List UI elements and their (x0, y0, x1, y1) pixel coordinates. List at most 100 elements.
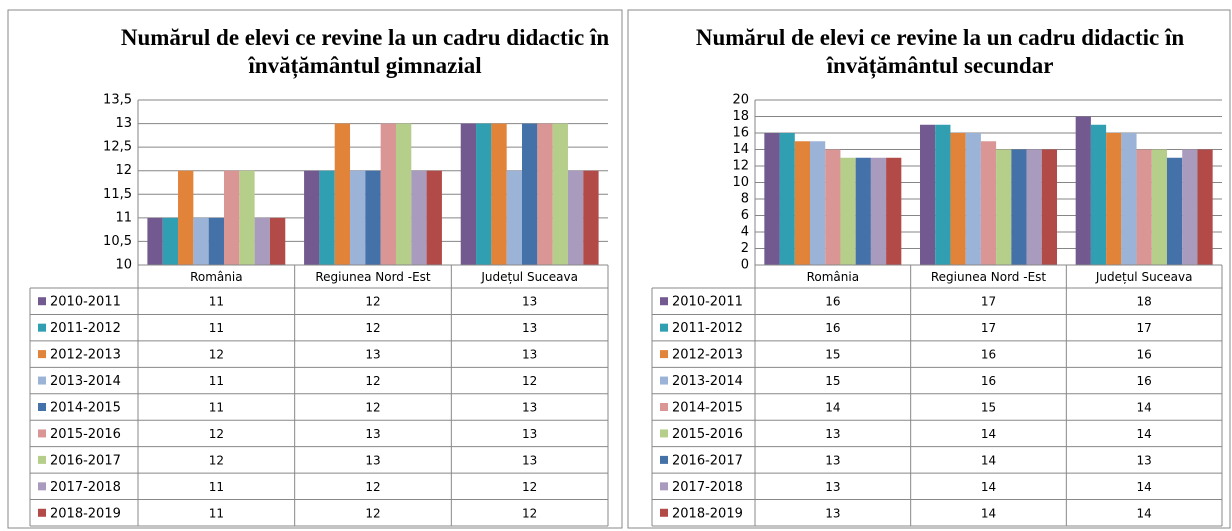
table-value: 13 (825, 427, 840, 441)
table-value: 12 (365, 401, 380, 415)
chart-title: Numărul de elevi ce revine la un cadru d… (695, 25, 1185, 78)
table-value: 16 (825, 295, 840, 309)
table-value: 13 (365, 348, 380, 362)
bar (1182, 149, 1198, 265)
legend-label: 2012-2013 (50, 348, 121, 363)
legend-key (660, 429, 668, 438)
bar (334, 123, 351, 265)
y-tick-label: 6 (741, 208, 749, 223)
bar (950, 133, 966, 265)
bar (583, 170, 599, 265)
bar (193, 217, 209, 265)
table-value: 13 (825, 453, 840, 467)
table-value: 12 (522, 506, 537, 520)
legend-key (660, 403, 668, 411)
legend-key (660, 455, 668, 464)
legend-label: 2016-2017 (672, 453, 743, 468)
table-value: 16 (981, 348, 996, 362)
bar (411, 170, 427, 265)
table-value: 12 (209, 427, 224, 441)
bar (147, 217, 163, 265)
y-tick-label: 11 (115, 210, 132, 225)
table-value: 11 (209, 480, 224, 494)
bar (779, 133, 795, 265)
table-value: 13 (522, 295, 537, 309)
legend-key (660, 376, 668, 385)
bar (269, 217, 286, 265)
bar (764, 133, 780, 265)
y-tick-label: 2 (741, 241, 749, 256)
bar (886, 157, 902, 265)
x-tick-label: Regiunea Nord -Est (931, 270, 1047, 284)
y-tick-label: 20 (732, 93, 749, 108)
bar (476, 123, 492, 265)
legend-label: 2012-2013 (672, 348, 743, 363)
y-tick-label: 16 (732, 126, 749, 141)
bar (537, 123, 553, 265)
legend-key (660, 323, 668, 332)
bar (1090, 124, 1107, 265)
table-value: 16 (1137, 348, 1152, 362)
y-tick-label: 10,5 (103, 234, 132, 249)
table-value: 17 (981, 321, 996, 335)
bar (350, 170, 366, 265)
chart-title: Numărul de elevi ce revine la un cadru d… (120, 25, 610, 78)
table-value: 13 (365, 427, 380, 441)
table-value: 15 (825, 374, 840, 388)
bar (1041, 149, 1057, 265)
legend-key (660, 297, 668, 306)
table-value: 13 (1137, 453, 1152, 467)
table-value: 14 (1137, 427, 1152, 441)
table-value: 14 (981, 506, 996, 520)
table-value: 15 (981, 401, 996, 415)
legend-label: 2018-2019 (672, 506, 743, 521)
legend-label: 2013-2014 (672, 374, 743, 389)
table-value: 14 (981, 427, 996, 441)
bar (223, 170, 240, 265)
y-tick-label: 10 (115, 258, 132, 273)
legend-key (38, 376, 46, 385)
y-tick-label: 18 (732, 109, 749, 124)
y-tick-label: 11,5 (103, 187, 132, 202)
table-value: 13 (825, 506, 840, 520)
bar (825, 149, 841, 265)
legend-label: 2011-2012 (50, 321, 121, 336)
table-value: 18 (1137, 295, 1152, 309)
bar (304, 170, 320, 265)
bar (567, 170, 584, 265)
y-tick-label: 13 (115, 116, 132, 131)
legend-key (38, 429, 46, 438)
bar (980, 141, 997, 265)
table-value: 14 (981, 453, 996, 467)
table-value: 17 (981, 295, 996, 309)
x-tick-label: România (190, 270, 242, 284)
table-value: 14 (1137, 506, 1152, 520)
bar (1121, 133, 1137, 265)
table-value: 13 (522, 427, 537, 441)
y-tick-label: 12 (732, 159, 749, 174)
y-tick-label: 12 (115, 163, 132, 178)
chart-frame (627, 9, 1231, 529)
legend-key (660, 508, 668, 517)
bar (1026, 149, 1042, 265)
table-value: 12 (522, 480, 537, 494)
y-tick-label: 14 (732, 142, 749, 157)
table-value: 12 (365, 506, 380, 520)
bar (178, 170, 194, 265)
table-value: 11 (209, 321, 224, 335)
bar (239, 170, 255, 265)
bar (920, 124, 936, 265)
bar (254, 217, 270, 265)
legend-key (38, 323, 46, 332)
x-tick-label: România (807, 270, 859, 284)
bar (506, 170, 523, 265)
bar (460, 123, 477, 265)
legend-label: 2017-2018 (672, 480, 743, 495)
bar (1011, 149, 1027, 265)
bar (855, 157, 871, 265)
bar (426, 170, 442, 265)
bar (1166, 157, 1183, 265)
legend-key (38, 403, 46, 411)
